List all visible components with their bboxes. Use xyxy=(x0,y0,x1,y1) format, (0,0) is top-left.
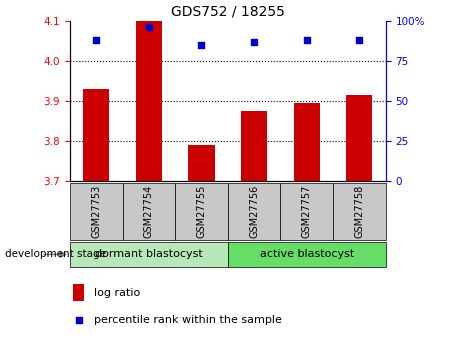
Bar xyxy=(70,241,228,267)
Bar xyxy=(123,183,175,240)
Text: percentile rank within the sample: percentile rank within the sample xyxy=(94,315,282,325)
Point xyxy=(356,37,363,43)
Bar xyxy=(333,183,386,240)
Point xyxy=(303,37,310,43)
Bar xyxy=(228,183,281,240)
Bar xyxy=(70,183,123,240)
Title: GDS752 / 18255: GDS752 / 18255 xyxy=(171,4,285,18)
Text: GSM27757: GSM27757 xyxy=(302,185,312,238)
Bar xyxy=(175,183,228,240)
Point xyxy=(75,317,83,323)
Text: GSM27754: GSM27754 xyxy=(144,185,154,238)
Bar xyxy=(73,284,84,301)
Text: GSM27755: GSM27755 xyxy=(197,185,207,238)
Bar xyxy=(346,95,373,181)
Text: dormant blastocyst: dormant blastocyst xyxy=(95,249,202,259)
Text: GSM27758: GSM27758 xyxy=(354,185,364,238)
Bar xyxy=(83,89,110,181)
Text: active blastocyst: active blastocyst xyxy=(260,249,354,259)
Point xyxy=(92,37,100,43)
Bar xyxy=(189,145,215,181)
Text: development stage: development stage xyxy=(5,249,106,259)
Bar xyxy=(136,21,162,181)
Bar xyxy=(228,241,386,267)
Bar xyxy=(294,103,320,181)
Point xyxy=(198,42,205,48)
Bar xyxy=(281,183,333,240)
Text: log ratio: log ratio xyxy=(94,288,140,297)
Point xyxy=(145,24,152,30)
Text: GSM27753: GSM27753 xyxy=(91,185,101,238)
Text: GSM27756: GSM27756 xyxy=(249,185,259,238)
Bar xyxy=(241,111,267,181)
Point xyxy=(250,39,258,44)
